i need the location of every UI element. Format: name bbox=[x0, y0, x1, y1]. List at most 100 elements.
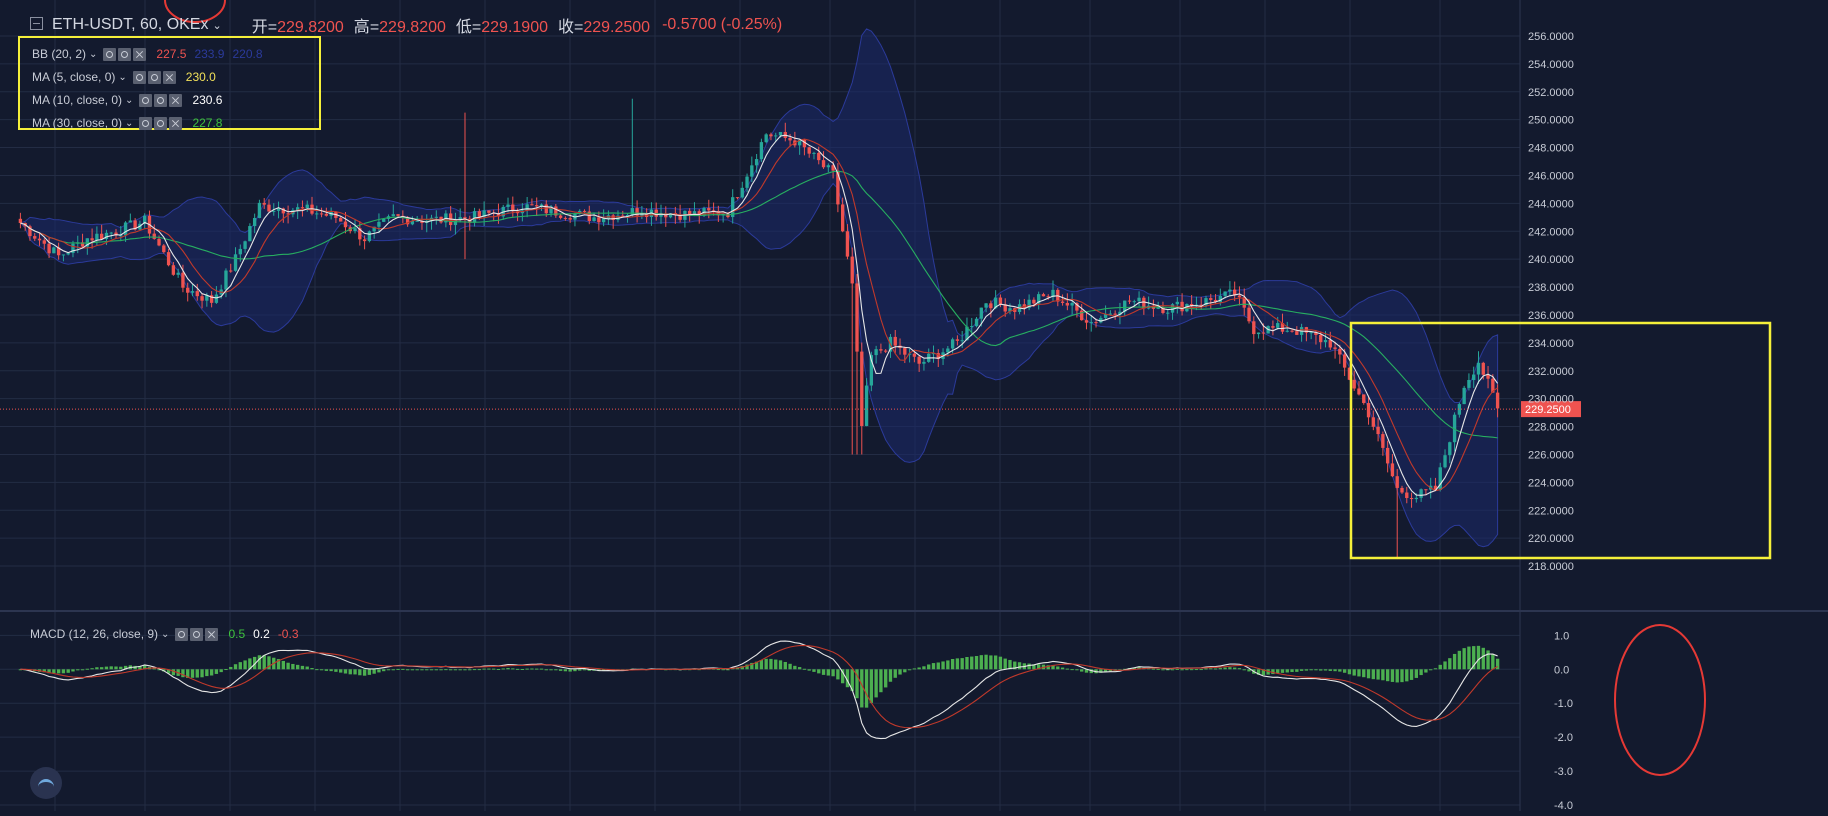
candle-body bbox=[1127, 300, 1132, 302]
macd-histogram-bar bbox=[869, 669, 874, 703]
candle-body bbox=[152, 233, 156, 239]
settings-icon[interactable] bbox=[147, 70, 161, 84]
candle-body bbox=[319, 213, 324, 215]
macd-histogram-bar bbox=[1003, 658, 1007, 670]
settings-icon[interactable] bbox=[154, 116, 168, 130]
candle-body bbox=[166, 252, 171, 266]
macd-histogram-bar bbox=[295, 664, 300, 670]
macd-histogram-bar bbox=[1156, 668, 1160, 670]
candle-body bbox=[893, 336, 897, 346]
macd-histogram-bar bbox=[893, 669, 897, 678]
close-icon[interactable] bbox=[133, 47, 147, 61]
visibility-icon[interactable] bbox=[139, 116, 153, 130]
collapse-icon[interactable] bbox=[30, 17, 43, 30]
chevron-down-icon[interactable]: ⌄ bbox=[118, 71, 127, 83]
candle-body bbox=[764, 134, 768, 143]
macd-histogram-bar bbox=[1223, 667, 1227, 670]
visibility-icon[interactable] bbox=[139, 93, 153, 107]
macd-axis-tick-label: -3.0 bbox=[1554, 766, 1573, 778]
macd-histogram-bar bbox=[860, 669, 864, 708]
candle-body bbox=[970, 326, 974, 328]
close-icon[interactable] bbox=[169, 116, 183, 130]
macd-histogram-bar bbox=[922, 666, 926, 670]
macd-histogram-bar bbox=[946, 660, 950, 670]
macd-histogram-bar bbox=[754, 661, 759, 670]
price-axis-tick-label: 226.0000 bbox=[1528, 449, 1574, 461]
macd-histogram-bar bbox=[907, 669, 912, 671]
macd-histogram-bar bbox=[229, 666, 233, 670]
macd-histogram-bar bbox=[1285, 669, 1289, 673]
candle-body bbox=[869, 355, 874, 386]
candle-body bbox=[1385, 447, 1390, 464]
price-axis-tick-label: 240.0000 bbox=[1528, 254, 1574, 266]
candle-body bbox=[1448, 442, 1452, 456]
macd-histogram-bar bbox=[721, 669, 725, 671]
candle-body bbox=[295, 207, 300, 211]
macd-histogram-bar bbox=[879, 669, 883, 693]
candle-body bbox=[300, 207, 305, 209]
candle-body bbox=[305, 204, 309, 209]
legend-row-ma30[interactable]: MA (30, close, 0) ⌄ 227.8 bbox=[32, 114, 222, 132]
macd-histogram-bar bbox=[1027, 663, 1031, 670]
macd-legend[interactable]: MACD (12, 26, close, 9) ⌄ 0.5 0.2 -0.3 bbox=[30, 626, 299, 642]
candle-body bbox=[1457, 404, 1462, 415]
macd-histogram-bar bbox=[759, 659, 764, 670]
macd-histogram-bar bbox=[1366, 669, 1371, 679]
ma10-value: 230.6 bbox=[192, 93, 223, 107]
candle-body bbox=[1252, 321, 1256, 335]
candle-body bbox=[396, 214, 400, 216]
settings-icon[interactable] bbox=[154, 93, 168, 107]
candle-body bbox=[922, 361, 926, 364]
ma5-value: 230.0 bbox=[185, 70, 216, 84]
macd-histogram-bar bbox=[1056, 666, 1060, 670]
settings-icon[interactable] bbox=[190, 627, 204, 641]
chevron-down-icon[interactable]: ⌄ bbox=[89, 48, 98, 60]
legend-row-ma5[interactable]: MA (5, close, 0) ⌄ 230.0 bbox=[32, 68, 216, 86]
candle-body bbox=[243, 241, 247, 249]
macd-histogram-bar bbox=[1371, 669, 1375, 680]
candle-body bbox=[1467, 380, 1471, 388]
macd-histogram-bar bbox=[1084, 669, 1089, 673]
macd-histogram-bar bbox=[1491, 654, 1495, 670]
candle-body bbox=[635, 208, 639, 216]
macd-histogram-bar bbox=[1276, 669, 1280, 674]
candle-body bbox=[1323, 340, 1328, 343]
candle-body bbox=[162, 245, 166, 253]
close-icon[interactable] bbox=[162, 70, 176, 84]
macd-histogram-bar bbox=[1032, 664, 1036, 670]
candle-body bbox=[845, 231, 850, 257]
candle-body bbox=[1295, 331, 1299, 335]
close-icon[interactable] bbox=[169, 93, 183, 107]
macd-histogram-bar bbox=[439, 669, 443, 671]
candle-body bbox=[1008, 308, 1012, 312]
macd-histogram-bar bbox=[1462, 648, 1466, 670]
candle-body bbox=[415, 220, 419, 222]
macd-histogram-bar bbox=[267, 656, 271, 670]
chevron-down-icon[interactable]: ⌄ bbox=[125, 117, 134, 129]
chevron-down-icon[interactable]: ⌄ bbox=[161, 628, 170, 640]
logo-icon[interactable] bbox=[30, 767, 62, 799]
legend-row-bb[interactable]: BB (20, 2) ⌄ 227.5 233.9 220.8 bbox=[32, 45, 263, 63]
settings-icon[interactable] bbox=[118, 47, 132, 61]
chevron-down-icon[interactable]: ⌄ bbox=[125, 94, 134, 106]
visibility-icon[interactable] bbox=[103, 47, 117, 61]
candle-body bbox=[807, 147, 811, 154]
chevron-down-icon[interactable]: ⌄ bbox=[212, 19, 222, 32]
visibility-icon[interactable] bbox=[132, 70, 146, 84]
legend-row-ma10[interactable]: MA (10, close, 0) ⌄ 230.6 bbox=[32, 91, 222, 109]
macd-histogram-bar bbox=[1290, 669, 1294, 673]
candle-body bbox=[1170, 304, 1175, 313]
macd-histogram-bar bbox=[960, 658, 964, 670]
macd-axis-tick-label: -2.0 bbox=[1554, 732, 1573, 744]
symbol-label[interactable]: ETH-USDT, 60, OKEx bbox=[52, 16, 209, 33]
candle-body bbox=[1027, 299, 1031, 308]
visibility-icon[interactable] bbox=[175, 627, 189, 641]
candle-body bbox=[1400, 487, 1404, 493]
macd-histogram-bar bbox=[472, 669, 477, 671]
candle-body bbox=[252, 217, 257, 227]
close-icon[interactable] bbox=[205, 627, 219, 641]
macd-histogram-bar bbox=[941, 661, 945, 670]
macd-histogram-bar bbox=[329, 669, 333, 672]
